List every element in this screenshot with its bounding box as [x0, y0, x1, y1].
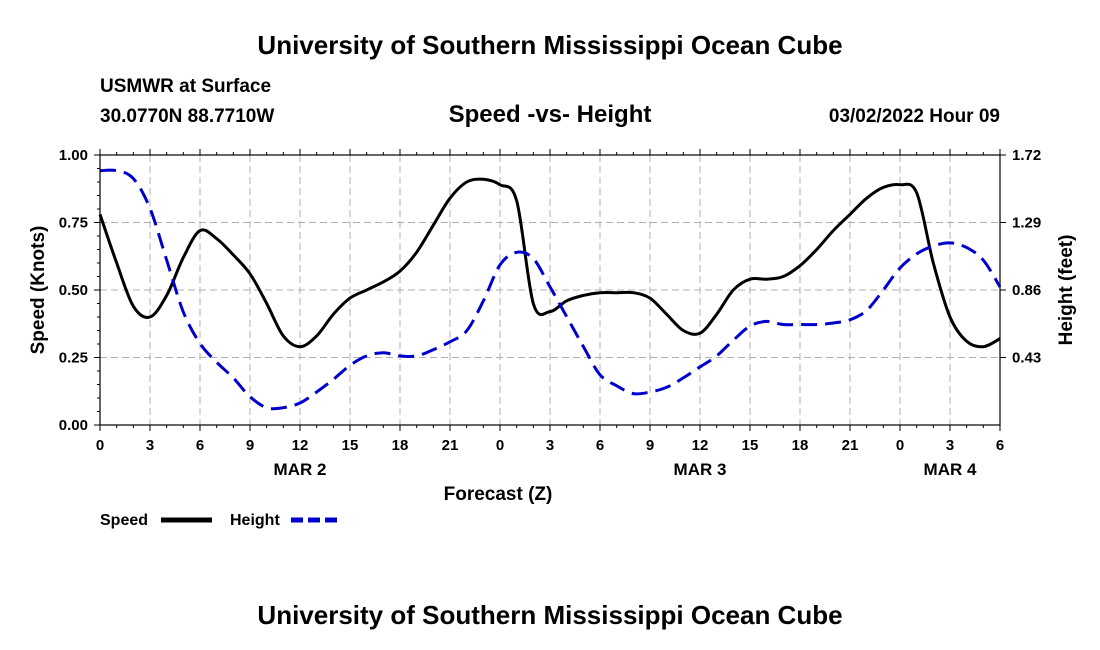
- station-label: USMWR at Surface: [100, 76, 272, 97]
- chart-subtitle: Speed -vs- Height: [448, 101, 652, 128]
- date-label: MAR 2: [274, 460, 327, 479]
- x-tick-label: 0: [496, 437, 504, 454]
- y2-tick-label: 0.43: [1012, 350, 1041, 367]
- legend-height-label: Height: [230, 512, 280, 529]
- y-tick-label: 0.25: [59, 350, 88, 367]
- coordinates-label: 30.0770N 88.7710W: [100, 106, 275, 127]
- x-tick-label: 3: [146, 437, 154, 454]
- x-tick-label: 9: [646, 437, 654, 454]
- x-axis-title: Forecast (Z): [444, 484, 553, 505]
- y-axis-title: Speed (Knots): [28, 226, 49, 355]
- y-tick-label: 0.00: [59, 417, 88, 434]
- grid: [100, 154, 1000, 425]
- y2-tick-label: 0.86: [1012, 282, 1041, 299]
- legend-speed-label: Speed: [100, 512, 148, 529]
- x-tick-label: 3: [946, 437, 954, 454]
- x-tick-label: 12: [292, 437, 309, 454]
- y2-axis-title: Height (feet): [1056, 235, 1077, 346]
- x-tick-label: 6: [196, 437, 204, 454]
- x-tick-label: 15: [342, 437, 359, 454]
- x-tick-label: 21: [842, 437, 859, 454]
- y2-tick-label: 1.72: [1012, 147, 1041, 164]
- x-tick-label: 18: [392, 437, 409, 454]
- date-label: MAR 3: [674, 460, 727, 479]
- date-label: MAR 4: [924, 460, 977, 479]
- height-series-line: [99, 168, 1002, 411]
- x-tick-label: 6: [596, 437, 604, 454]
- y-tick-label: 0.50: [59, 282, 88, 299]
- speed-series-line: [98, 177, 1001, 349]
- legend: Speed Height: [100, 512, 342, 529]
- footer-title: University of Southern Mississippi Ocean…: [257, 600, 843, 630]
- y2-tick-label: 1.29: [1012, 215, 1041, 232]
- forecast-datetime: 03/02/2022 Hour 09: [828, 106, 1000, 127]
- x-tick-label: 0: [96, 437, 104, 454]
- series-layer: [98, 168, 1002, 411]
- x-tick-label: 3: [546, 437, 554, 454]
- x-tick-label: 9: [246, 437, 254, 454]
- y-tick-label: 1.00: [59, 147, 88, 164]
- y-tick-label: 0.75: [59, 215, 88, 232]
- x-tick-label: 18: [792, 437, 809, 454]
- x-tick-label: 6: [996, 437, 1004, 454]
- axes: 0 3 6 9 12 15 18 21 0 3 6 9 12 15 18 21 0 3 6 MAR 2 MAR 3 MAR…: [59, 147, 1041, 479]
- chart-title: University of Southern Mississippi Ocean…: [257, 30, 843, 60]
- x-tick-label: 15: [742, 437, 759, 454]
- x-tick-label: 0: [896, 437, 904, 454]
- x-tick-label: 12: [692, 437, 709, 454]
- x-tick-label: 21: [442, 437, 459, 454]
